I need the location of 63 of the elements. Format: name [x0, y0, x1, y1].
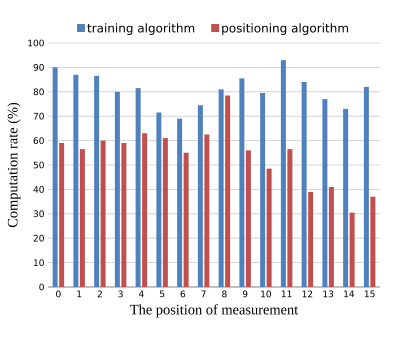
bar — [136, 88, 141, 287]
bar — [350, 212, 355, 287]
bar — [370, 196, 376, 287]
bar — [302, 82, 307, 287]
y-tick-label: 30 — [34, 210, 44, 218]
y-tick-label: 70 — [34, 112, 44, 120]
bar — [239, 78, 244, 287]
bar — [100, 140, 106, 287]
y-tick-label: 90 — [34, 64, 44, 71]
bar — [114, 92, 120, 287]
bar — [225, 95, 230, 287]
x-tick-label: 10 — [261, 290, 272, 298]
bar — [162, 138, 168, 287]
y-tick-label: 80 — [34, 88, 44, 96]
bar — [142, 133, 148, 287]
y-tick-label: 60 — [34, 137, 44, 144]
bar — [322, 99, 328, 287]
x-tick-label: 15 — [364, 290, 375, 298]
x-tick-label: 14 — [344, 290, 354, 298]
bar — [204, 134, 210, 287]
bar — [308, 192, 314, 287]
bar — [287, 149, 292, 287]
y-tick-label: 100 — [28, 40, 44, 46]
legend-label: positioning algorithm — [222, 23, 348, 35]
y-tick-label: 50 — [34, 162, 44, 168]
bar — [260, 93, 266, 287]
bar — [218, 89, 224, 287]
x-tick-label: 0 — [56, 290, 61, 298]
x-tick-label: 3 — [118, 290, 123, 298]
bar — [198, 105, 203, 287]
bar — [156, 112, 162, 287]
y-tick-label: 10 — [34, 259, 44, 266]
x-tick-label: 11 — [282, 290, 292, 298]
bar — [364, 86, 369, 287]
x-tick-label: 1 — [77, 290, 82, 298]
y-tick-label: 20 — [34, 234, 44, 242]
bar — [177, 118, 182, 287]
bar — [73, 74, 78, 287]
y-tick-label: 0 — [39, 284, 44, 290]
x-tick-label: 13 — [323, 290, 334, 298]
bar — [52, 67, 58, 287]
x-tick-label: 5 — [160, 290, 164, 298]
bar — [59, 143, 64, 287]
x-tick-label: 4 — [138, 290, 144, 298]
bar — [266, 168, 272, 287]
legend-label: training algorithm — [87, 23, 194, 35]
x-tick-label: 12 — [302, 290, 312, 298]
bar — [328, 186, 334, 287]
x-tick-label: 7 — [202, 290, 206, 298]
x-tick-label: 8 — [222, 290, 227, 298]
x-tick-label: 9 — [242, 290, 248, 298]
bar — [184, 152, 189, 287]
y-tick-label: 40 — [33, 186, 44, 193]
bar — [246, 150, 251, 287]
x-tick-label: 6 — [180, 290, 186, 298]
bar — [94, 76, 100, 287]
bar — [280, 60, 286, 287]
x-axis-title: The position of measurement — [130, 304, 298, 318]
x-tick-label: 2 — [98, 290, 102, 298]
bar — [343, 108, 348, 287]
bar — [121, 143, 126, 287]
y-axis-title: Computation rate (%) — [7, 102, 20, 228]
bar — [80, 149, 85, 287]
